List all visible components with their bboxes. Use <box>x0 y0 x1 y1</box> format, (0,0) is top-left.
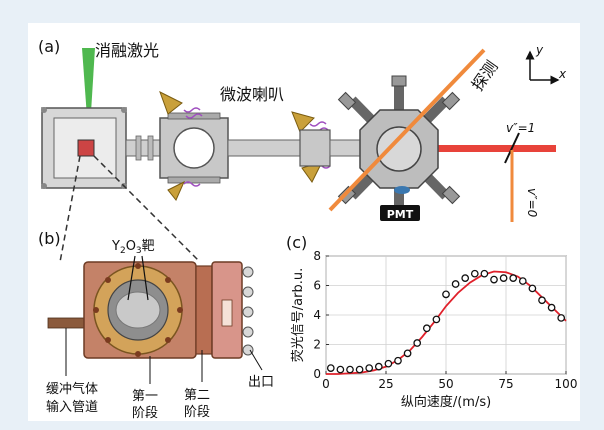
microwave-horn-label: 微波喇叭 <box>220 85 284 104</box>
data-point <box>442 290 450 299</box>
data-point <box>384 359 393 368</box>
y-tick-label: 6 <box>313 279 321 293</box>
outlet-leader <box>249 349 263 371</box>
ablation-laser-label: 消融激光 <box>95 41 159 60</box>
data-point <box>547 303 556 312</box>
data-point <box>413 339 422 347</box>
data-point <box>432 315 441 324</box>
stage-two-body <box>195 261 254 359</box>
state-lower-label: v″=0 <box>525 188 539 218</box>
cell-box <box>41 107 127 189</box>
velocity-chart: 0 25 50 75 100 0 2 4 6 8 纵向速度/(m/s) 荧光信号/arb.u. <box>291 249 577 410</box>
data-point <box>374 362 383 371</box>
stage-one-body <box>83 261 197 359</box>
panel-a: (a) 消融激光 <box>38 37 567 222</box>
data-point <box>451 280 460 288</box>
y-tick-label: 0 <box>313 367 321 381</box>
data-point <box>326 364 335 372</box>
outlet-label: 出口 <box>248 375 274 390</box>
data-point <box>346 365 354 374</box>
stage-one-label-line2: 阶段 <box>132 406 158 421</box>
data-point <box>538 296 546 305</box>
beam-tube <box>125 139 161 157</box>
data-point <box>355 365 364 374</box>
stage-two-label-line1: 第二 <box>184 388 210 403</box>
y-tick-label: 4 <box>313 308 321 322</box>
pmt-window <box>394 186 410 194</box>
y-tick-label: 8 <box>313 249 321 263</box>
x-tick-label: 0 <box>322 377 330 391</box>
data-point <box>490 275 498 284</box>
probe-laser-beam <box>328 48 486 212</box>
microwave-horn-3 <box>291 111 315 133</box>
buffer-gas-label-line1: 缓冲气体 <box>46 381 98 397</box>
x-tick-label: 75 <box>498 377 513 391</box>
target-label: Y2O3靶 <box>111 239 155 256</box>
axis-x-label: x <box>558 67 567 81</box>
x-tick-label: 50 <box>438 377 453 391</box>
state-splitter <box>504 132 520 164</box>
zoom-line-left <box>59 155 81 263</box>
data-point <box>470 269 479 278</box>
data-point <box>518 277 527 285</box>
panel-a-label: (a) <box>38 37 60 56</box>
data-point <box>461 274 470 282</box>
panel-b-label: (b) <box>38 229 61 248</box>
buffer-gas-label-line2: 输入管道 <box>46 399 98 415</box>
panel-b: (b) <box>38 155 274 421</box>
data-point <box>365 364 374 372</box>
panel-c-label: (c) <box>286 233 307 252</box>
microwave-horn-2 <box>167 180 186 201</box>
x-axis-label: 纵向速度/(m/s) <box>401 394 491 410</box>
data-point <box>403 349 412 358</box>
data-point <box>422 324 431 333</box>
x-tick-label: 25 <box>378 377 393 391</box>
stage-one-label-line1: 第一 <box>132 389 158 404</box>
microwave-chamber-1 <box>159 112 229 184</box>
zoom-line-right <box>93 155 201 263</box>
data-point <box>509 274 518 282</box>
data-point <box>336 365 345 374</box>
stage-two-label-line2: 阶段 <box>184 405 210 420</box>
target-arrow-1 <box>127 255 136 301</box>
data-point <box>394 356 402 365</box>
data-point <box>528 284 537 293</box>
y-tick-label: 2 <box>313 338 321 352</box>
axis-indicator: y x <box>525 43 567 85</box>
x-tick-label: 100 <box>555 377 578 391</box>
y-axis-label: 荧光信号/arb.u. <box>291 268 306 362</box>
ablation-laser-beam <box>82 48 95 145</box>
buffer-gas-pipe <box>47 317 87 329</box>
data-point <box>499 274 508 282</box>
state-upper-label: v″=1 <box>506 121 535 135</box>
axis-y-label: y <box>535 43 544 57</box>
pmt-badge <box>380 205 420 221</box>
panel-c: (c) 0 25 50 75 100 0 2 4 6 8 纵向速度/(m/s) 荧光信号/arb.u. <box>286 233 577 410</box>
microwave-chamber-2 <box>299 129 361 167</box>
data-point <box>480 269 489 278</box>
data-point <box>557 314 566 322</box>
microwave-horn-1 <box>159 90 183 115</box>
target-arrow-2 <box>141 255 149 301</box>
pmt-label: PMT <box>387 208 414 221</box>
